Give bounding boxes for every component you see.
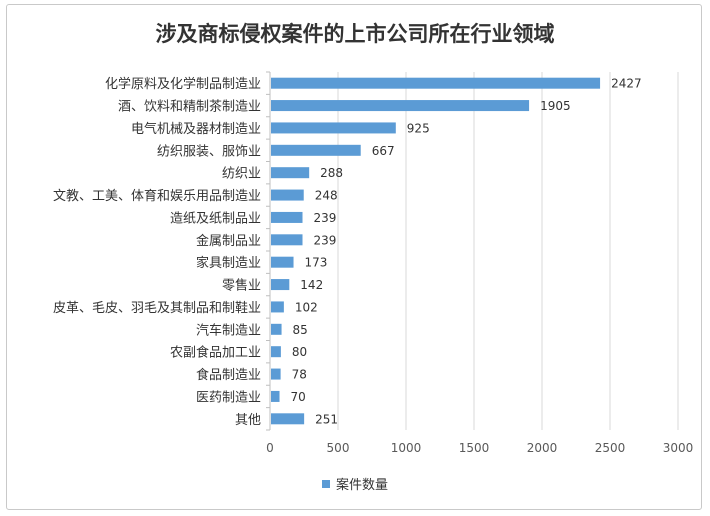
data-label: 173 [305,256,328,270]
category-label: 纺织业 [222,167,261,182]
x-tick-label: 0 [266,441,274,455]
data-label: 70 [291,390,306,404]
bar [271,211,303,223]
x-tick-label: 2000 [527,441,558,455]
data-label: 80 [292,345,307,359]
chart-title: 涉及商标侵权案件的上市公司所在行业领域 [155,21,555,46]
data-label: 248 [315,189,338,203]
data-label: 78 [292,368,307,382]
bar [271,323,282,335]
data-label: 239 [314,211,337,225]
x-tick-label: 3000 [663,441,694,455]
data-label: 667 [372,144,395,158]
category-label: 酒、饮料和精制茶制造业 [118,99,261,115]
bar [271,234,303,246]
category-label: 文教、工美、体育和娱乐用品制造业 [53,188,261,204]
bar [271,301,284,313]
category-label: 电气机械及器材制造业 [131,121,261,137]
legend-label: 案件数量 [335,478,388,493]
bar [271,122,396,134]
x-tick-label: 2500 [595,441,626,455]
legend-swatch [321,480,330,488]
bar [271,144,361,156]
bar [271,346,281,358]
category-label: 纺织服装、服饰业 [157,144,261,159]
category-label: 皮革、毛皮、羽毛及其制品和制鞋业 [53,300,261,316]
category-label: 医药制造业 [196,390,261,405]
category-label: 汽车制造业 [196,322,261,338]
bar [271,279,290,291]
data-label: 2427 [611,77,642,91]
category-label: 家具制造业 [196,255,261,271]
bar [271,77,601,89]
data-label: 1905 [540,99,571,113]
category-label: 农副食品加工业 [170,345,261,361]
bar [271,390,280,402]
category-label: 造纸及纸制品业 [170,211,261,226]
bar [271,100,530,112]
x-tick-label: 500 [327,441,350,455]
bar [271,256,294,268]
bar [271,189,304,201]
data-label: 288 [320,166,343,180]
x-tick-label: 1500 [459,441,490,455]
category-label: 化学原料及化学制品制造业 [105,76,261,92]
category-label: 金属制品业 [196,233,261,249]
data-label: 251 [315,412,338,426]
bar [271,368,281,380]
category-label: 食品制造业 [196,367,261,383]
x-tick-label: 1000 [391,441,422,455]
data-label: 925 [407,121,430,135]
data-label: 142 [300,278,323,292]
bar [271,167,310,179]
category-label: 其他 [235,413,261,428]
category-label: 零售业 [222,278,261,294]
data-label: 85 [293,323,308,337]
data-label: 239 [314,233,337,247]
legend: 案件数量 [0,474,710,493]
bar [271,413,305,425]
data-label: 102 [295,300,318,314]
